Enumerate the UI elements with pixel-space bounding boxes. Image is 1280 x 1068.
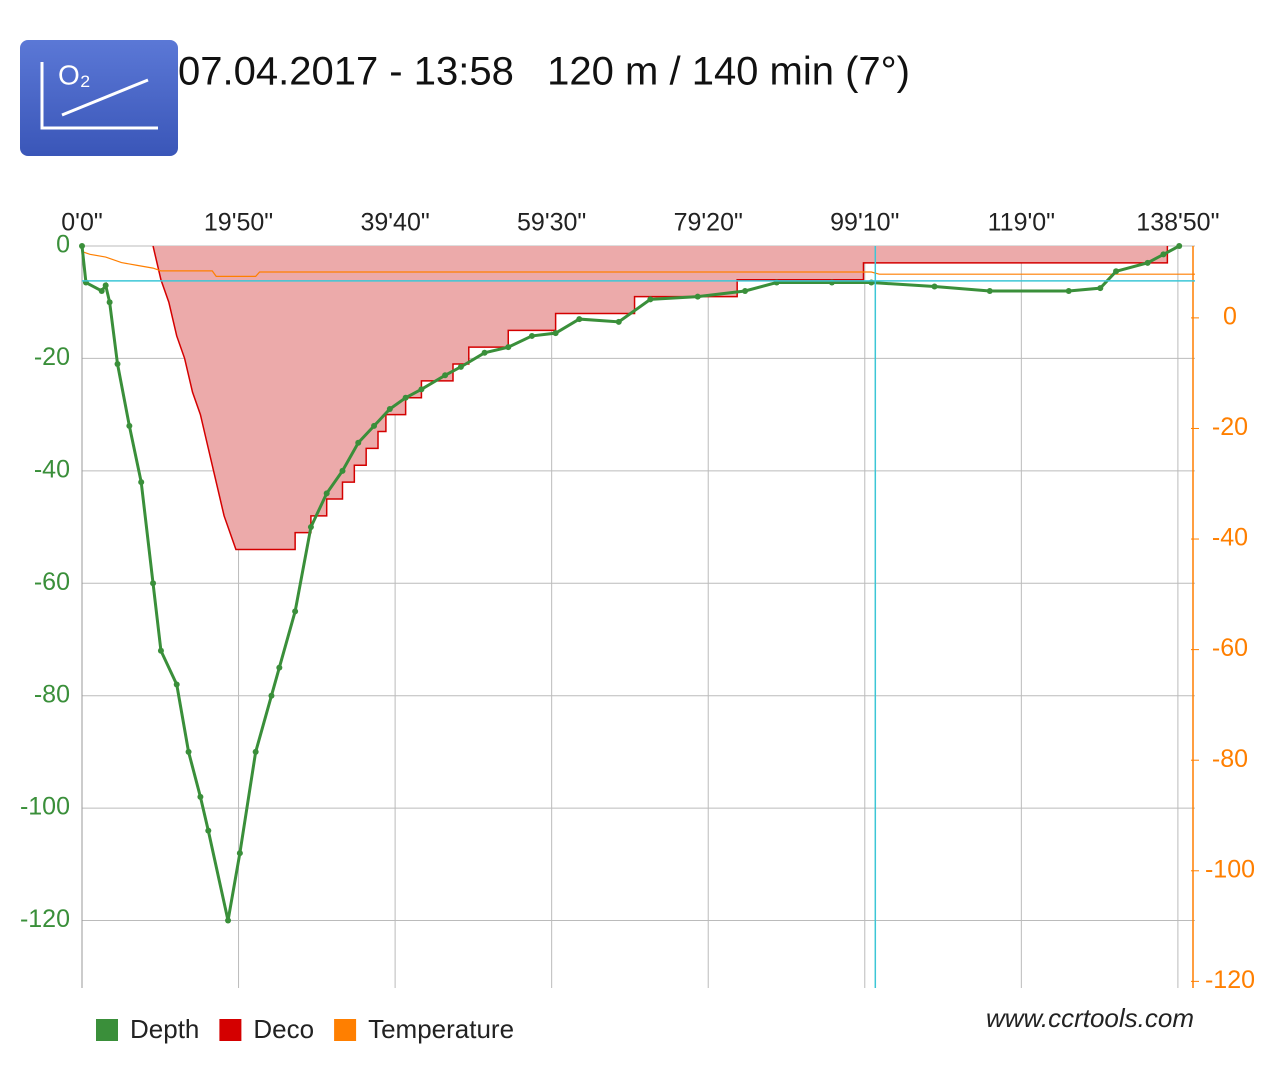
y-tick-label: -100 [20,793,70,821]
y-tick-label: 0 [56,231,70,259]
depth-point [225,917,232,924]
depth-point [185,748,192,755]
y-tick-label: -60 [34,568,70,596]
x-tick-label: 0'0" [61,209,102,237]
depth-point [157,647,164,654]
x-tick-label: 59'30" [517,209,586,237]
y-tick-label: -120 [20,905,70,933]
deco-area [153,246,1168,550]
depth-point [528,332,535,339]
icon-axes [40,62,158,130]
legend-label: Depth [130,1014,199,1044]
x-tick-label: 79'20" [674,209,743,237]
depth-point [647,296,654,303]
y2-tick-label: -80 [1212,745,1248,773]
depth-point [931,283,938,290]
y2-tick-label: -100 [1205,855,1255,883]
y2-tick-label: -20 [1212,413,1248,441]
x-tick-label: 119'0" [988,209,1055,237]
depth-point [292,608,299,615]
icon-label: O₂ [58,59,91,90]
depth-point [339,467,346,474]
depth-point [552,330,559,337]
depth-point [355,439,362,446]
depth-point [1065,287,1072,294]
depth-point [418,386,425,393]
legend-label: Deco [253,1014,314,1044]
depth-point [1176,243,1183,249]
temperature-line [81,250,1195,278]
depth-line [80,244,1180,921]
x-tick-label: 39'40" [360,209,429,237]
depth-point [442,372,449,379]
depth-point [576,316,583,323]
depth-point [402,394,409,401]
depth-point [481,349,488,356]
depth-point [323,490,330,497]
depth-point [138,479,145,486]
depth-point [114,361,121,368]
y2-tick-label: 0 [1223,302,1237,330]
y-tick-label: -20 [34,343,70,371]
x-tick-label: 99'10" [830,209,899,237]
y-tick-label: -80 [34,680,70,708]
depth-point [307,524,314,531]
depth-point [126,422,133,429]
depth-point [615,318,622,325]
watermark: www.ccrtools.com [986,1003,1194,1033]
icon-line [61,78,149,117]
depth-point [98,287,105,294]
depth-point [252,748,259,755]
deco-line [152,245,1169,551]
y-tick-label: -40 [34,455,70,483]
depth-point [197,793,204,800]
y2-tick-label: -120 [1205,966,1255,994]
depth-point [1113,268,1120,275]
x-tick-label: 138'50" [1136,209,1219,237]
y2-tick-label: -40 [1212,524,1248,552]
legend-swatch [334,1019,357,1041]
depth-point [173,681,180,688]
depth-point [371,422,378,429]
y2-tick-label: -60 [1212,634,1248,662]
x-tick-label: 19'50" [204,209,273,237]
depth-point [694,293,701,300]
depth-point [1097,285,1104,292]
depth-point [457,363,464,370]
app-icon[interactable] [20,40,178,156]
depth-point [150,580,157,587]
legend-label: Temperature [368,1014,514,1044]
depth-point [1144,259,1151,266]
depth-point [106,299,113,306]
title: 07.04.2017 - 13:58 120 m / 140 min (7°) [178,50,910,94]
legend-swatch [219,1019,242,1041]
depth-point [205,827,212,834]
depth-point [276,664,283,671]
depth-point [386,406,393,413]
depth-point [79,243,85,249]
depth-point [102,282,109,289]
depth-point [742,287,749,294]
depth-point [505,344,512,351]
depth-point [1160,251,1167,258]
legend-swatch [96,1019,118,1041]
depth-point [268,692,275,699]
depth-point [986,287,993,294]
depth-point [236,850,243,857]
